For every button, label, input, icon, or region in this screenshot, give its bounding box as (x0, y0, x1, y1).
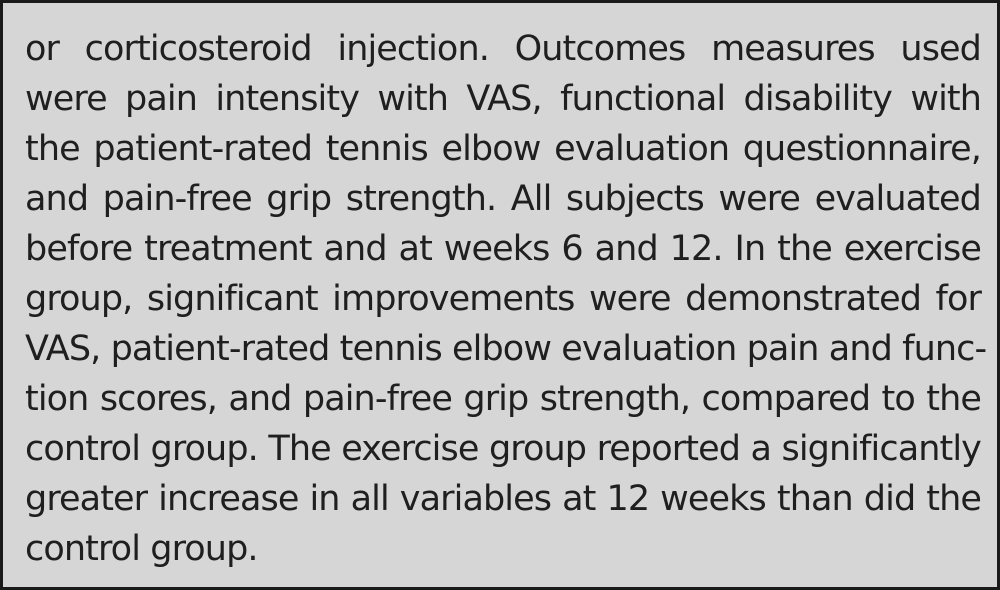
text-line-10: greater increase in all variables at 12 … (25, 479, 982, 519)
text-line-5: before treatment and at weeks 6 and 12. … (25, 229, 982, 269)
text-line-4: and pain-free grip strength. All subject… (25, 179, 982, 219)
text-line-9: control group. The exercise group report… (25, 429, 982, 469)
text-line-3: the patient-rated tennis elbow evaluatio… (25, 129, 982, 169)
text-line-1: or corticosteroid injection. Outcomes me… (25, 29, 982, 69)
text-line-7: VAS, patient-rated tennis elbow evaluati… (25, 329, 987, 369)
text-line-2: were pain intensity with VAS, functional… (25, 79, 982, 119)
text-line-8: tion scores, and pain-free grip strength… (25, 379, 982, 419)
text-line-11: control group. (25, 529, 259, 569)
text-line-6: group, significant improvements were dem… (25, 279, 982, 319)
